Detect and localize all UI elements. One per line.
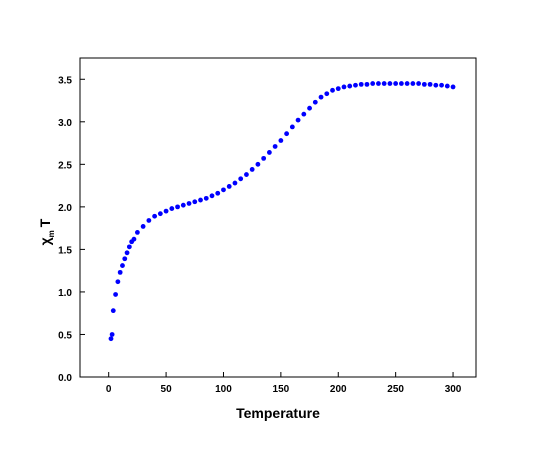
data-point bbox=[312, 99, 318, 105]
data-point bbox=[113, 292, 118, 297]
x-tick-label: 0 bbox=[106, 384, 112, 395]
data-point bbox=[289, 124, 295, 130]
data-point bbox=[444, 83, 450, 89]
data-point bbox=[393, 81, 399, 86]
data-point bbox=[261, 155, 267, 161]
y-tick-label: 1.5 bbox=[58, 245, 72, 256]
data-point bbox=[255, 161, 261, 167]
data-point bbox=[209, 193, 215, 199]
data-point bbox=[109, 332, 115, 337]
data-point bbox=[169, 206, 175, 211]
data-point bbox=[126, 244, 132, 250]
data-point bbox=[117, 269, 123, 275]
data-point bbox=[335, 86, 341, 92]
data-point bbox=[108, 336, 114, 342]
data-point bbox=[318, 94, 324, 100]
data-point bbox=[146, 218, 152, 223]
data-point bbox=[307, 105, 312, 111]
x-tick-label: 100 bbox=[215, 384, 232, 395]
data-point bbox=[272, 144, 278, 149]
data-point bbox=[203, 195, 209, 201]
plot-frame bbox=[79, 57, 477, 378]
data-point bbox=[226, 184, 232, 189]
x-tick-label: 50 bbox=[161, 384, 173, 395]
data-point bbox=[122, 256, 128, 262]
data-point bbox=[433, 82, 439, 88]
data-point bbox=[278, 138, 284, 143]
y-axis-title-symbol: χ bbox=[37, 237, 53, 245]
y-axis-title-subscript: m bbox=[47, 230, 56, 237]
y-axis-ticks: 0.0 0.5 1.0 1.5 2.0 2.5 3.0 3.5 bbox=[58, 75, 85, 384]
data-point bbox=[330, 87, 335, 93]
data-point bbox=[140, 224, 146, 229]
data-point bbox=[186, 201, 192, 206]
data-point bbox=[427, 81, 433, 87]
data-point bbox=[450, 84, 456, 90]
data-point bbox=[232, 180, 238, 186]
data-point bbox=[221, 187, 226, 193]
y-tick-label: 3.0 bbox=[58, 118, 72, 129]
data-point bbox=[364, 81, 370, 87]
data-point bbox=[387, 81, 393, 86]
data-point bbox=[249, 167, 255, 172]
data-point bbox=[416, 81, 422, 86]
data-point bbox=[244, 172, 249, 177]
data-point bbox=[381, 81, 387, 86]
data-point bbox=[266, 150, 272, 155]
y-axis-title: χmT bbox=[37, 218, 56, 245]
data-point bbox=[324, 91, 330, 97]
y-axis-title-tail: T bbox=[37, 218, 53, 227]
data-point bbox=[439, 82, 444, 88]
data-point bbox=[370, 81, 376, 86]
data-point bbox=[115, 279, 121, 285]
y-tick-label: 0.5 bbox=[58, 330, 72, 341]
x-tick-label: 150 bbox=[273, 384, 290, 395]
data-point bbox=[404, 81, 410, 86]
data-point bbox=[163, 208, 169, 214]
data-point bbox=[152, 213, 158, 219]
x-tick-label: 250 bbox=[387, 384, 404, 395]
svg-text:χmT: χmT bbox=[37, 218, 56, 245]
data-point bbox=[341, 84, 347, 90]
data-point bbox=[120, 263, 125, 268]
data-point bbox=[198, 197, 203, 203]
y-tick-label: 1.0 bbox=[58, 288, 72, 299]
data-point bbox=[398, 81, 404, 86]
data-point bbox=[134, 229, 140, 235]
x-tick-label: 200 bbox=[330, 384, 347, 395]
data-point bbox=[180, 202, 186, 208]
data-point bbox=[215, 190, 221, 196]
data-point bbox=[358, 81, 364, 87]
x-axis-ticks: 0 50 100 150 200 250 300 bbox=[106, 372, 462, 395]
data-point bbox=[301, 111, 307, 117]
data-point bbox=[376, 81, 381, 86]
data-point bbox=[347, 83, 353, 89]
data-points bbox=[108, 81, 456, 342]
data-point bbox=[284, 131, 290, 137]
data-point bbox=[421, 81, 427, 87]
data-point bbox=[124, 250, 130, 256]
data-point bbox=[295, 117, 301, 123]
y-tick-label: 2.0 bbox=[58, 203, 72, 214]
data-point bbox=[110, 308, 116, 314]
data-point bbox=[175, 204, 180, 210]
data-point bbox=[131, 236, 137, 242]
y-tick-label: 2.5 bbox=[58, 160, 72, 171]
data-point bbox=[157, 211, 163, 217]
y-tick-label: 3.5 bbox=[58, 75, 72, 86]
data-point bbox=[410, 81, 416, 86]
x-axis-title: Temperature bbox=[236, 405, 320, 421]
x-tick-label: 300 bbox=[445, 384, 462, 395]
data-point bbox=[238, 176, 244, 182]
data-point bbox=[192, 199, 198, 205]
y-tick-label: 0.0 bbox=[58, 373, 72, 384]
data-point bbox=[353, 82, 358, 88]
